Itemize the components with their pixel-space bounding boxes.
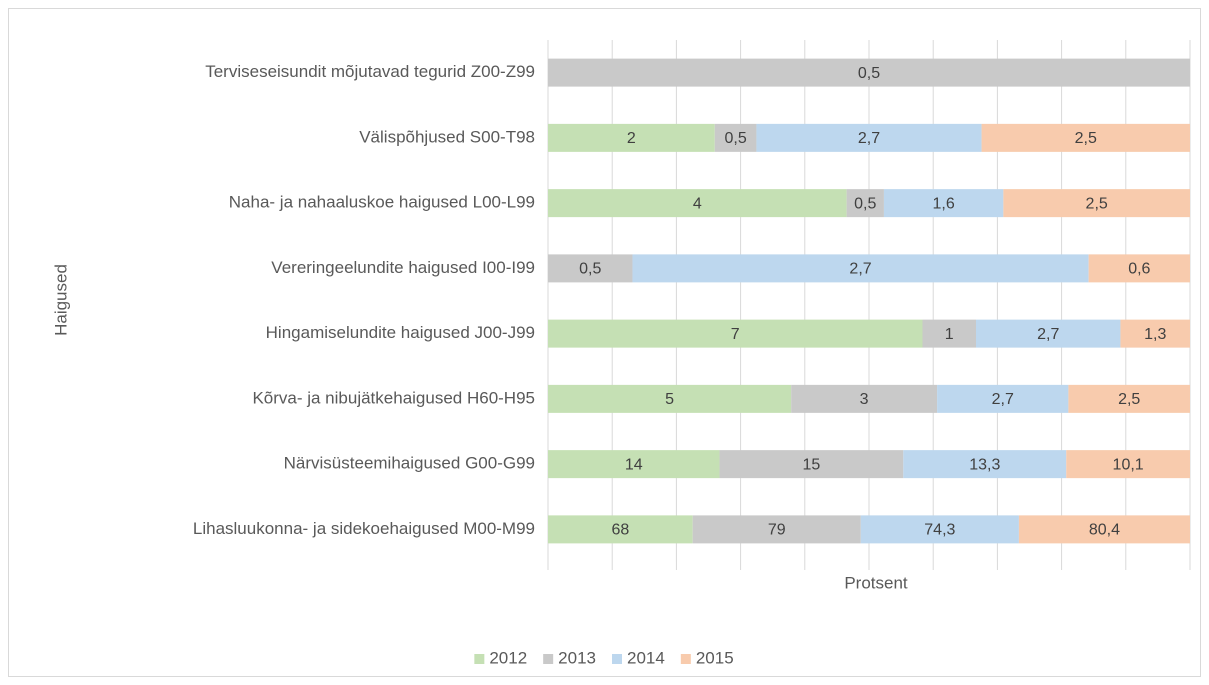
data-label: 1 <box>945 326 954 343</box>
data-label: 7 <box>731 326 740 343</box>
bar-segment <box>1088 254 1190 283</box>
data-label: 2,7 <box>858 130 880 147</box>
y-tick-label: Närvisüsteemihaigused G00-G99 <box>284 454 535 473</box>
y-tick-label: Naha- ja nahaaluskoe haigused L00-L99 <box>229 193 535 212</box>
x-axis-title: Protsent <box>844 573 908 592</box>
y-tick-label: Hingamiselundite haigused J00-J99 <box>266 323 535 342</box>
y-tick-label: Terviseseisundit mõjutavad tegurid Z00-Z… <box>205 62 535 81</box>
bar-segment <box>548 515 693 544</box>
legend-label: 2015 <box>696 648 734 667</box>
bar-segment <box>1120 319 1190 348</box>
bar-segment <box>903 450 1067 479</box>
bar-segment <box>548 58 1190 87</box>
bar-segment <box>1018 515 1190 544</box>
legend-label: 2014 <box>627 648 665 667</box>
bar-segment <box>860 515 1019 544</box>
y-tick-label: Vereringeelundite haigused I00-I99 <box>271 258 535 277</box>
bar-segment <box>548 384 792 413</box>
bar-segment <box>883 189 1004 218</box>
bar-segment <box>714 123 757 152</box>
data-label: 79 <box>768 522 786 539</box>
y-tick-label: Kõrva- ja nibujätkehaigused H60-H95 <box>252 388 535 407</box>
data-label: 0,6 <box>1128 261 1150 278</box>
bar-segment <box>756 123 982 152</box>
data-label: 1,6 <box>933 195 955 212</box>
bar-segment <box>548 123 715 152</box>
bar-segment <box>692 515 861 544</box>
bar-segment <box>846 189 884 218</box>
bar-segment <box>548 254 633 283</box>
bar-segment <box>548 189 847 218</box>
legend-swatch <box>474 654 485 664</box>
data-label: 15 <box>803 456 821 473</box>
data-label: 5 <box>665 391 674 408</box>
bar-segment <box>1066 450 1190 479</box>
legend-swatch <box>680 654 691 664</box>
y-tick-label: Välispõhjused S00-T98 <box>359 127 535 146</box>
y-axis-title: Haigused <box>51 264 70 336</box>
data-label: 13,3 <box>969 456 1000 473</box>
data-label: 14 <box>625 456 643 473</box>
data-label: 1,3 <box>1144 326 1166 343</box>
data-label: 2,7 <box>992 391 1014 408</box>
bar-segment <box>1003 189 1190 218</box>
data-label: 10,1 <box>1113 456 1144 473</box>
y-tick-label: Lihasluukonna- ja sidekoehaigused M00-M9… <box>193 519 535 538</box>
legend-label: 2012 <box>489 648 527 667</box>
data-label: 0,5 <box>724 130 746 147</box>
data-label: 2,5 <box>1118 391 1140 408</box>
data-label: 74,3 <box>924 522 955 539</box>
data-label: 0,5 <box>858 65 880 82</box>
data-label: 2,5 <box>1075 130 1097 147</box>
data-label: 80,4 <box>1089 522 1120 539</box>
data-label: 2,7 <box>1037 326 1059 343</box>
bar-segment <box>937 384 1069 413</box>
data-label: 2,7 <box>849 261 871 278</box>
data-label: 2 <box>627 130 636 147</box>
bar-segment <box>976 319 1121 348</box>
legend-label: 2013 <box>558 648 596 667</box>
data-label: 4 <box>693 195 702 212</box>
bar-segment <box>981 123 1190 152</box>
bar-segment <box>632 254 1089 283</box>
bar-segment <box>922 319 976 348</box>
data-label: 2,5 <box>1086 195 1108 212</box>
data-label: 0,5 <box>854 195 876 212</box>
bar-segment <box>791 384 938 413</box>
data-label: 0,5 <box>579 261 601 278</box>
bar-segment <box>1068 384 1190 413</box>
bar-segment <box>548 319 923 348</box>
data-label: 3 <box>860 391 869 408</box>
legend-swatch <box>612 654 622 664</box>
bar-segment <box>548 450 720 479</box>
legend-swatch <box>543 654 554 664</box>
data-label: 68 <box>611 522 629 539</box>
bar-segment <box>719 450 904 479</box>
